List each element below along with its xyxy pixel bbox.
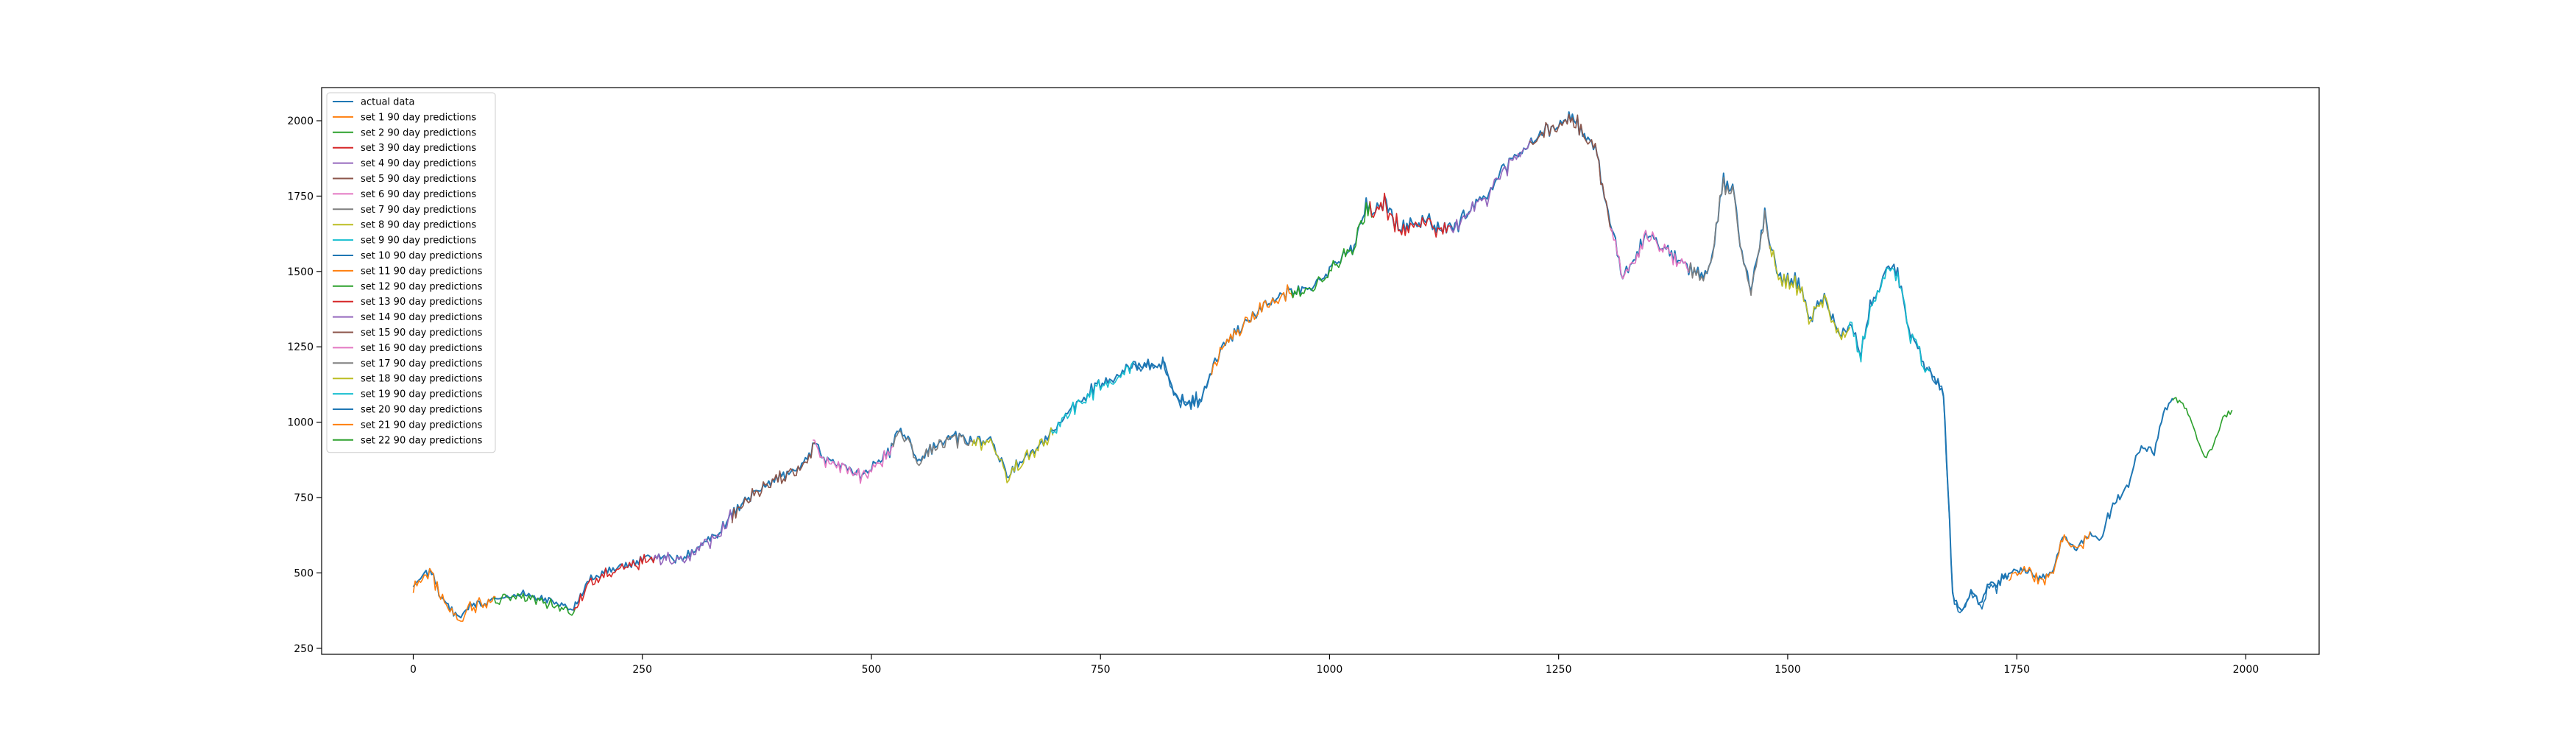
x-tick-label: 0 bbox=[410, 664, 417, 676]
actual-data-line bbox=[412, 111, 2173, 619]
y-tick-label: 1500 bbox=[287, 266, 314, 278]
prediction-line-7 bbox=[891, 430, 974, 467]
prediction-line-6 bbox=[813, 439, 894, 484]
plot-area bbox=[412, 111, 2233, 622]
prediction-line-13 bbox=[1369, 192, 1452, 238]
y-tick-label: 1250 bbox=[287, 342, 314, 353]
x-tick-label: 1750 bbox=[2003, 664, 2030, 676]
legend-label: set 7 90 day predictions bbox=[361, 205, 476, 216]
prediction-line-20 bbox=[1928, 366, 2009, 614]
prediction-line-15 bbox=[1529, 113, 1613, 232]
legend-box bbox=[326, 92, 496, 453]
prediction-line-3 bbox=[573, 553, 656, 611]
legend-label: set 22 90 day predictions bbox=[361, 435, 483, 446]
x-tick-label: 1250 bbox=[1546, 664, 1572, 676]
prediction-line-22 bbox=[2172, 397, 2233, 459]
x-tick-label: 750 bbox=[1091, 664, 1111, 676]
legend-label: set 18 90 day predictions bbox=[361, 374, 483, 385]
prediction-line-12 bbox=[1290, 201, 1373, 299]
legend-label: set 15 90 day predictions bbox=[361, 328, 483, 339]
prediction-line-2 bbox=[493, 592, 576, 616]
prediction-line-1 bbox=[412, 567, 496, 622]
legend-label: set 4 90 day predictions bbox=[361, 158, 476, 169]
legend: actual data set 1 90 day predictions set 2… bbox=[326, 92, 496, 453]
y-tick-label: 500 bbox=[294, 567, 314, 579]
legend-label: set 9 90 day predictions bbox=[361, 236, 476, 247]
prediction-line-18 bbox=[1769, 245, 1851, 341]
y-tick-label: 1750 bbox=[287, 191, 314, 202]
legend-label: set 5 90 day predictions bbox=[361, 174, 476, 185]
legend-label: set 16 90 day predictions bbox=[361, 343, 483, 354]
prediction-line-10 bbox=[1130, 356, 1212, 411]
prediction-line-8 bbox=[972, 427, 1054, 484]
x-tick-label: 1500 bbox=[1774, 664, 1801, 676]
legend-label: actual data bbox=[361, 97, 414, 108]
legend-label: set 6 90 day predictions bbox=[361, 189, 476, 200]
x-tick-label: 500 bbox=[862, 664, 882, 676]
legend-label: set 3 90 day predictions bbox=[361, 143, 476, 154]
series-group bbox=[412, 111, 2233, 622]
legend-label: set 19 90 day predictions bbox=[361, 389, 483, 400]
prediction-line-4 bbox=[652, 508, 735, 566]
prediction-line-5 bbox=[731, 442, 815, 523]
prediction-line-9 bbox=[1050, 361, 1134, 434]
axes: 0 250 500 750 1000 1250 1500 1750 2000 250 500 750 1… bbox=[287, 87, 2320, 676]
legend-label: set 12 90 day predictions bbox=[361, 281, 483, 292]
prediction-line-17 bbox=[1688, 177, 1771, 297]
prediction-line-16 bbox=[1609, 227, 1691, 280]
prediction-line-11 bbox=[1211, 284, 1294, 375]
legend-label: set 10 90 day predictions bbox=[361, 251, 483, 262]
prediction-line-14 bbox=[1449, 138, 1532, 233]
prediction-line-21 bbox=[2008, 531, 2091, 586]
prediction-line-19 bbox=[1847, 267, 1931, 373]
y-tick-label: 250 bbox=[294, 643, 314, 655]
y-tick-label: 750 bbox=[294, 492, 314, 504]
y-tick-label: 1000 bbox=[287, 417, 314, 429]
legend-label: set 17 90 day predictions bbox=[361, 358, 483, 369]
legend-label: set 11 90 day predictions bbox=[361, 266, 483, 277]
legend-label: set 20 90 day predictions bbox=[361, 405, 483, 416]
y-tick-label: 2000 bbox=[287, 116, 314, 127]
axes-frame bbox=[321, 87, 2320, 655]
x-tick-label: 250 bbox=[632, 664, 652, 676]
legend-label: set 21 90 day predictions bbox=[361, 420, 483, 431]
legend-label: set 8 90 day predictions bbox=[361, 220, 476, 231]
x-tick-label: 1000 bbox=[1317, 664, 1343, 676]
legend-label: set 1 90 day predictions bbox=[361, 112, 476, 123]
x-tick-label: 2000 bbox=[2233, 664, 2260, 676]
legend-label: set 2 90 day predictions bbox=[361, 127, 476, 138]
legend-label: set 13 90 day predictions bbox=[361, 297, 483, 308]
legend-label: set 14 90 day predictions bbox=[361, 312, 483, 323]
